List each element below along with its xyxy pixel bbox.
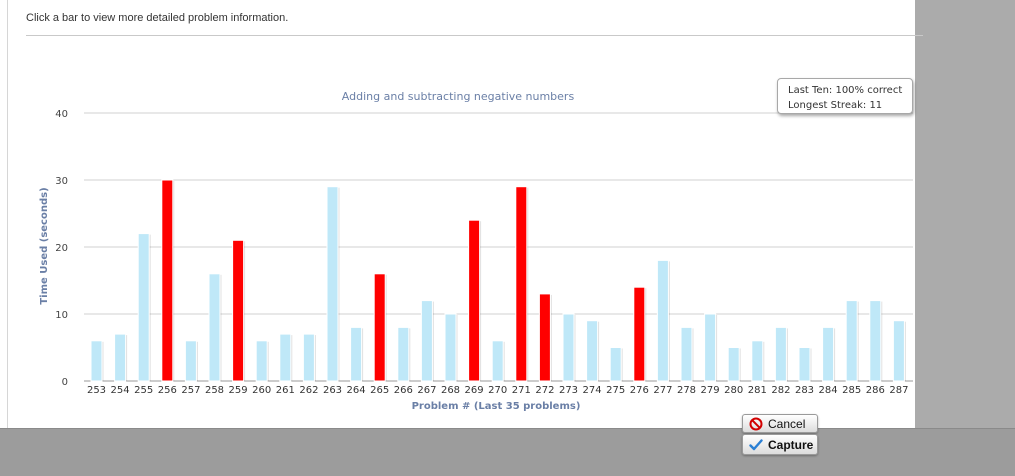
y-tick-label: 20 <box>55 243 68 254</box>
x-tick-label: 270 <box>488 385 507 396</box>
x-tick-label: 274 <box>583 385 602 396</box>
x-tick-label: 268 <box>441 385 460 396</box>
bar-problem-279[interactable] <box>704 313 717 382</box>
instruction-text: Click a bar to view more detailed proble… <box>26 12 289 24</box>
bar-problem-287[interactable] <box>892 320 905 382</box>
bar-problem-260[interactable] <box>255 340 268 382</box>
x-tick-label: 275 <box>606 385 625 396</box>
bar-problem-258[interactable] <box>208 273 221 382</box>
divider <box>26 35 923 36</box>
y-axis-ticks: 0 10 20 30 40 <box>55 109 68 388</box>
bar-problem-271[interactable] <box>515 186 528 382</box>
cancel-label: Cancel <box>768 416 806 431</box>
x-tick-label: 254 <box>111 385 130 396</box>
x-tick-label: 282 <box>771 385 790 396</box>
x-tick-label: 265 <box>370 385 389 396</box>
x-tick-label: 263 <box>323 385 342 396</box>
y-tick-label: 0 <box>62 377 68 388</box>
x-tick-label: 284 <box>819 385 838 396</box>
bar-problem-263[interactable] <box>326 186 339 382</box>
bar-problem-274[interactable] <box>586 320 599 382</box>
streak-tooltip: Last Ten: 100% correct Longest Streak: 1… <box>777 78 913 114</box>
x-tick-label: 256 <box>158 385 177 396</box>
x-tick-label: 260 <box>252 385 271 396</box>
x-tick-label: 273 <box>559 385 578 396</box>
x-tick-label: 266 <box>394 385 413 396</box>
x-tick-label: 255 <box>134 385 153 396</box>
bar-problem-275[interactable] <box>609 347 622 382</box>
prohibited-icon <box>749 417 763 430</box>
bar-problem-267[interactable] <box>420 300 433 382</box>
bar-problem-280[interactable] <box>727 347 740 382</box>
x-tick-label: 281 <box>748 385 767 396</box>
bottom-toolbar <box>0 428 1015 476</box>
x-tick-label: 261 <box>276 385 295 396</box>
x-tick-label: 279 <box>701 385 720 396</box>
bar-problem-253[interactable] <box>90 340 103 382</box>
x-axis-ticks: 253 254 255 256 257 258 259 260 261 262 263 264 265 2… <box>87 385 908 396</box>
x-tick-label: 285 <box>842 385 861 396</box>
x-tick-label: 253 <box>87 385 106 396</box>
bar-problem-285[interactable] <box>845 300 858 382</box>
y-axis-label: Time Used (seconds) <box>39 187 50 304</box>
x-tick-label: 269 <box>465 385 484 396</box>
bar-problem-277[interactable] <box>656 259 669 382</box>
bar-problem-269[interactable] <box>468 219 481 382</box>
bar-chart: 0 10 20 30 40 253 254 255 256 257 258 259 260 261 262… <box>39 90 913 412</box>
checkmark-icon <box>749 438 763 450</box>
capture-label: Capture <box>768 437 814 452</box>
bar-problem-283[interactable] <box>798 347 811 382</box>
bar-problem-261[interactable] <box>279 333 292 382</box>
x-tick-label: 258 <box>205 385 224 396</box>
bar-problem-262[interactable] <box>302 333 315 382</box>
bar-problem-254[interactable] <box>114 333 127 382</box>
x-tick-label: 287 <box>889 385 908 396</box>
bar-problem-255[interactable] <box>137 233 150 382</box>
x-tick-label: 259 <box>229 385 248 396</box>
x-tick-label: 272 <box>535 385 554 396</box>
x-tick-label: 277 <box>653 385 672 396</box>
y-tick-label: 30 <box>55 176 68 187</box>
bar-problem-286[interactable] <box>869 300 882 382</box>
toolbar-edge <box>0 428 1015 429</box>
bar-problem-256[interactable] <box>161 179 174 382</box>
bar-problem-282[interactable] <box>774 326 787 382</box>
cancel-button[interactable]: Cancel <box>742 414 818 433</box>
y-tick-label: 40 <box>55 109 68 120</box>
x-tick-label: 280 <box>724 385 743 396</box>
x-tick-label: 276 <box>630 385 649 396</box>
longest-streak-text: Longest Streak: 11 <box>788 100 883 111</box>
x-tick-label: 271 <box>512 385 531 396</box>
bar-problem-264[interactable] <box>350 326 363 382</box>
bar-problem-270[interactable] <box>491 340 504 382</box>
x-tick-label: 264 <box>347 385 366 396</box>
y-tick-label: 10 <box>55 310 68 321</box>
x-axis-label: Problem # (Last 35 problems) <box>412 401 581 412</box>
panel-border <box>7 0 8 428</box>
x-tick-label: 283 <box>795 385 814 396</box>
bar-problem-273[interactable] <box>562 313 575 382</box>
bar-problem-257[interactable] <box>184 340 197 382</box>
x-tick-label: 262 <box>299 385 318 396</box>
bar-problem-265[interactable] <box>373 273 386 382</box>
bars <box>90 179 906 382</box>
bar-problem-259[interactable] <box>232 239 245 382</box>
x-tick-label: 257 <box>181 385 200 396</box>
bar-problem-284[interactable] <box>822 326 835 382</box>
bar-problem-278[interactable] <box>680 326 693 382</box>
x-tick-label: 278 <box>677 385 696 396</box>
x-tick-label: 267 <box>417 385 436 396</box>
bar-problem-281[interactable] <box>751 340 764 382</box>
bar-problem-268[interactable] <box>444 313 457 382</box>
capture-button[interactable]: Capture <box>742 434 818 455</box>
bar-problem-272[interactable] <box>538 293 551 382</box>
last-ten-text: Last Ten: 100% correct <box>788 85 903 96</box>
bar-problem-276[interactable] <box>633 286 646 382</box>
chart-title: Adding and subtracting negative numbers <box>342 90 575 103</box>
x-tick-label: 286 <box>866 385 885 396</box>
bar-problem-266[interactable] <box>397 326 410 382</box>
